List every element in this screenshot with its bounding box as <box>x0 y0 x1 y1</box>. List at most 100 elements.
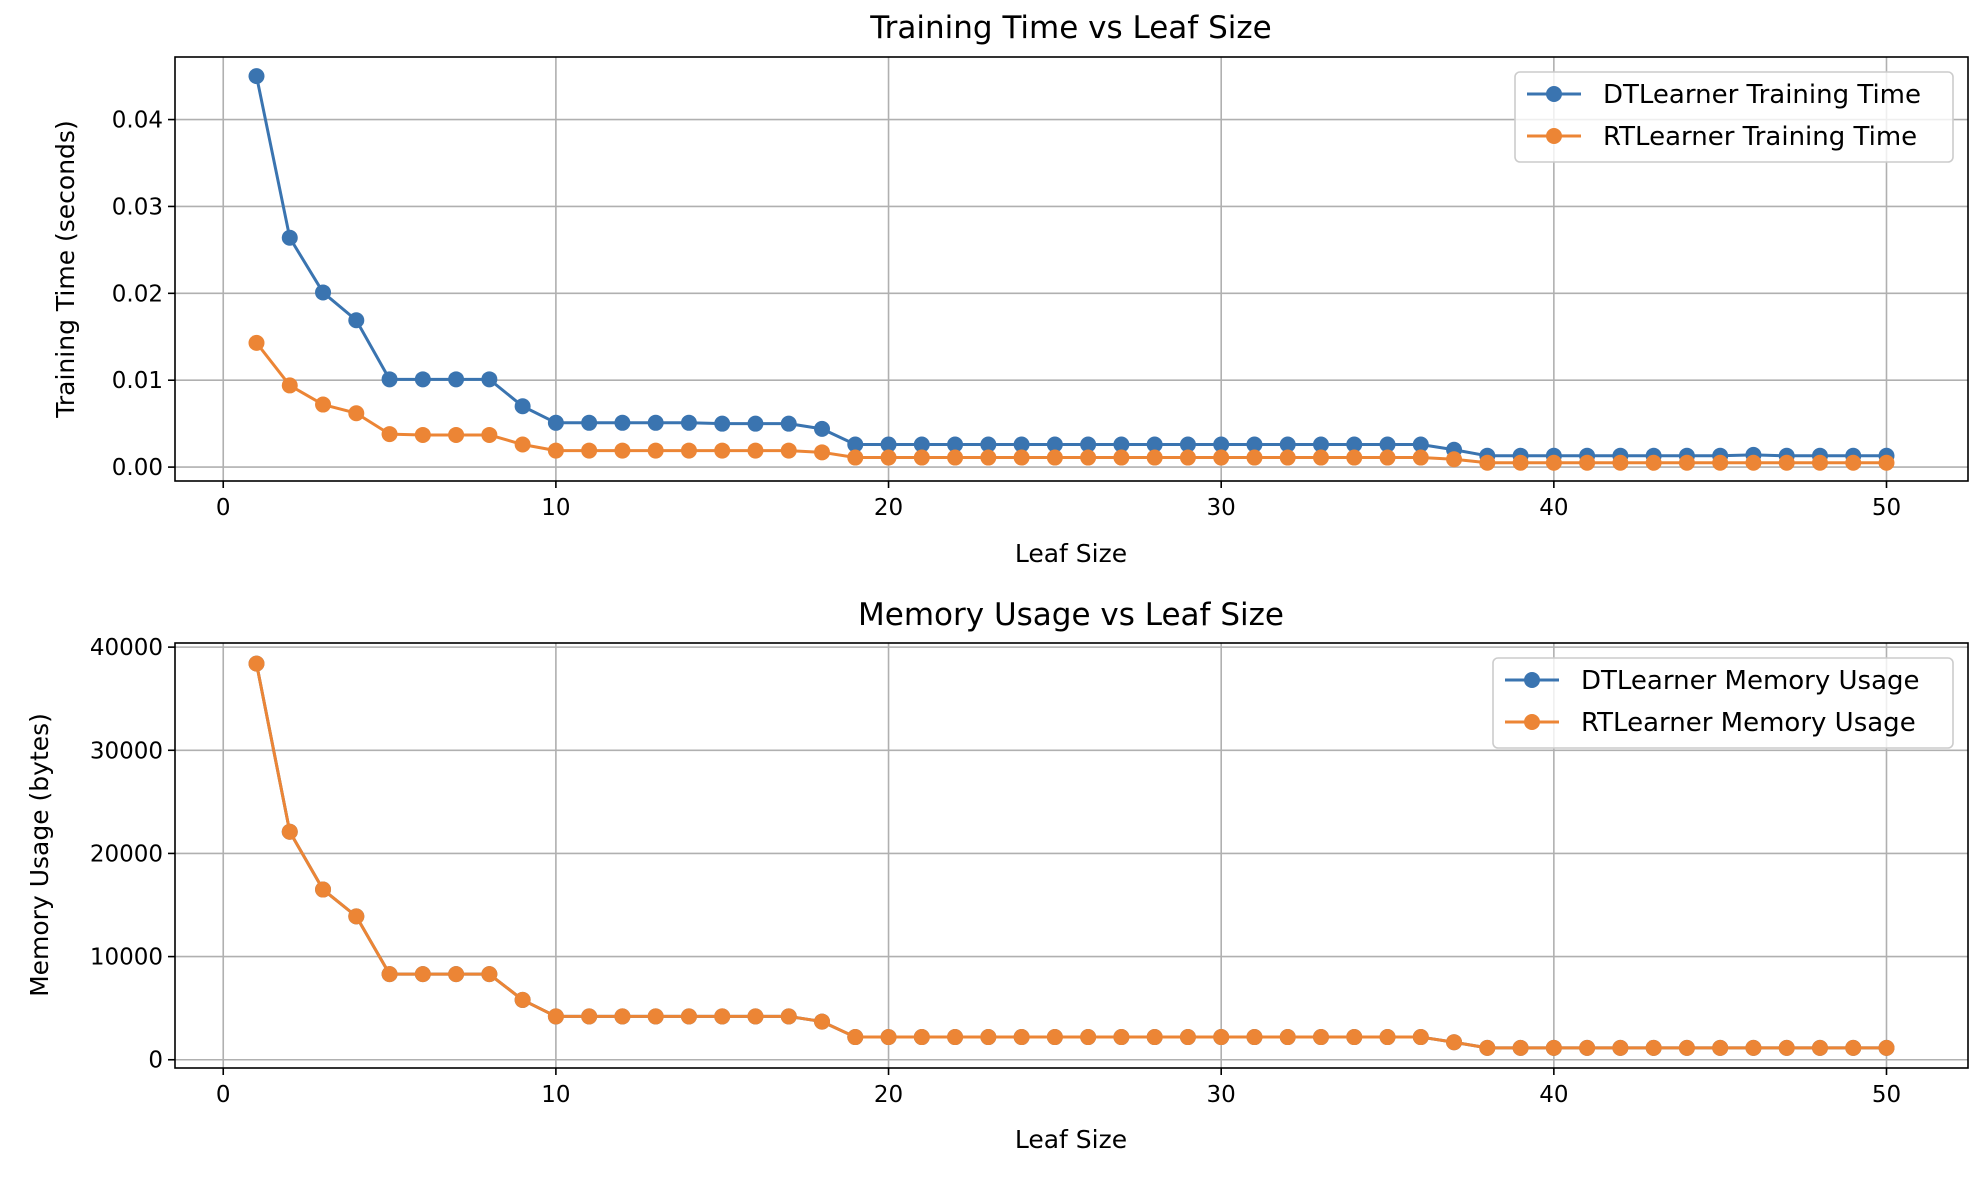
legend-box <box>1514 71 1954 163</box>
data-point <box>414 371 431 388</box>
data-point <box>1579 454 1596 471</box>
data-point <box>1412 449 1429 466</box>
data-point <box>1745 454 1762 471</box>
data-point <box>1446 451 1463 468</box>
data-point <box>647 1008 664 1025</box>
data-point <box>1279 436 1296 453</box>
data-point <box>315 396 332 413</box>
data-point <box>1080 1029 1097 1046</box>
data-point <box>481 371 498 388</box>
memory-usage-chart: Memory Usage vs Leaf Size 0 10 20 30 40 50 0 10… <box>25 597 1969 1154</box>
legend-entry: RTLearner Memory Usage <box>1581 708 1916 738</box>
data-point <box>1146 449 1163 466</box>
x-tick-label: 20 <box>874 1082 903 1108</box>
data-point <box>814 444 831 461</box>
data-point <box>481 966 498 983</box>
data-point <box>1379 449 1396 466</box>
data-point <box>547 1008 564 1025</box>
x-tick-label: 10 <box>541 495 570 521</box>
data-point <box>913 449 930 466</box>
legend-entry: DTLearner Training Time <box>1603 80 1921 110</box>
y-tick-label: 0.02 <box>112 281 163 307</box>
y-tick-label: 20000 <box>90 841 163 867</box>
data-point <box>1579 1039 1596 1056</box>
data-point <box>348 312 365 329</box>
data-point <box>647 414 664 431</box>
data-point <box>581 442 598 459</box>
x-tick-label: 30 <box>1207 1082 1236 1108</box>
legend: DTLearner Memory Usage RTLearner Memory U… <box>1492 657 1954 749</box>
y-tick-label: 0.04 <box>112 108 163 134</box>
data-point <box>614 442 631 459</box>
data-point <box>913 436 930 453</box>
data-point <box>1778 454 1795 471</box>
data-point <box>947 449 964 466</box>
plot-frame <box>174 642 1969 1069</box>
data-point <box>1678 1039 1695 1056</box>
data-point <box>1811 1039 1828 1056</box>
data-point <box>880 449 897 466</box>
data-point <box>714 415 731 432</box>
data-point <box>1246 449 1263 466</box>
data-point <box>1013 449 1030 466</box>
data-point <box>1213 449 1230 466</box>
legend-marker <box>1524 672 1540 688</box>
gridlines <box>175 643 1968 1068</box>
data-point <box>1712 454 1729 471</box>
data-point <box>1878 454 1895 471</box>
data-point <box>1312 1029 1329 1046</box>
data-point <box>448 371 465 388</box>
x-axis-label: Leaf Size <box>1015 1125 1127 1154</box>
x-tick-label: 40 <box>1539 495 1568 521</box>
data-point <box>1080 449 1097 466</box>
data-point <box>947 436 964 453</box>
data-point <box>381 966 398 983</box>
data-point <box>1346 449 1363 466</box>
axis-ticks: 0 10 20 30 40 50 0.00 0.01 0.02 0.03 0.04 <box>112 108 1901 521</box>
data-point <box>780 1008 797 1025</box>
data-point <box>647 442 664 459</box>
x-tick-label: 50 <box>1872 1082 1901 1108</box>
legend-marker <box>1546 128 1562 144</box>
x-tick-label: 50 <box>1872 495 1901 521</box>
data-point <box>880 1029 897 1046</box>
data-point <box>1778 1039 1795 1056</box>
data-point <box>947 1029 964 1046</box>
data-point <box>448 966 465 983</box>
chart-title: Training Time vs Leaf Size <box>869 10 1271 46</box>
data-point <box>1146 1029 1163 1046</box>
data-point <box>1379 436 1396 453</box>
axis-ticks: 0 10 20 30 40 50 0 10000 20000 30000 40000 <box>90 635 1901 1108</box>
data-point <box>1512 454 1529 471</box>
data-point <box>481 426 498 443</box>
data-point <box>1113 449 1130 466</box>
data-point <box>281 229 298 246</box>
data-point <box>1279 1029 1296 1046</box>
data-point <box>381 371 398 388</box>
data-point <box>281 377 298 394</box>
data-point <box>780 415 797 432</box>
y-tick-label: 30000 <box>90 738 163 764</box>
data-point <box>913 1029 930 1046</box>
data-point <box>514 991 531 1008</box>
y-tick-label: 10000 <box>90 945 163 971</box>
data-point <box>348 908 365 925</box>
data-point <box>1113 436 1130 453</box>
data-point <box>248 655 265 672</box>
data-point <box>1845 1039 1862 1056</box>
data-point <box>1113 1029 1130 1046</box>
data-point <box>1811 454 1828 471</box>
legend-box <box>1492 657 1954 749</box>
data-point <box>1412 1029 1429 1046</box>
data-point <box>281 823 298 840</box>
data-point <box>547 414 564 431</box>
data-point <box>514 436 531 453</box>
data-point <box>980 449 997 466</box>
data-point <box>614 1008 631 1025</box>
data-point <box>514 398 531 415</box>
plot-frame <box>174 56 1969 482</box>
data-point <box>581 414 598 431</box>
data-point <box>1545 454 1562 471</box>
x-tick-label: 10 <box>541 1082 570 1108</box>
legend-marker <box>1546 86 1562 102</box>
